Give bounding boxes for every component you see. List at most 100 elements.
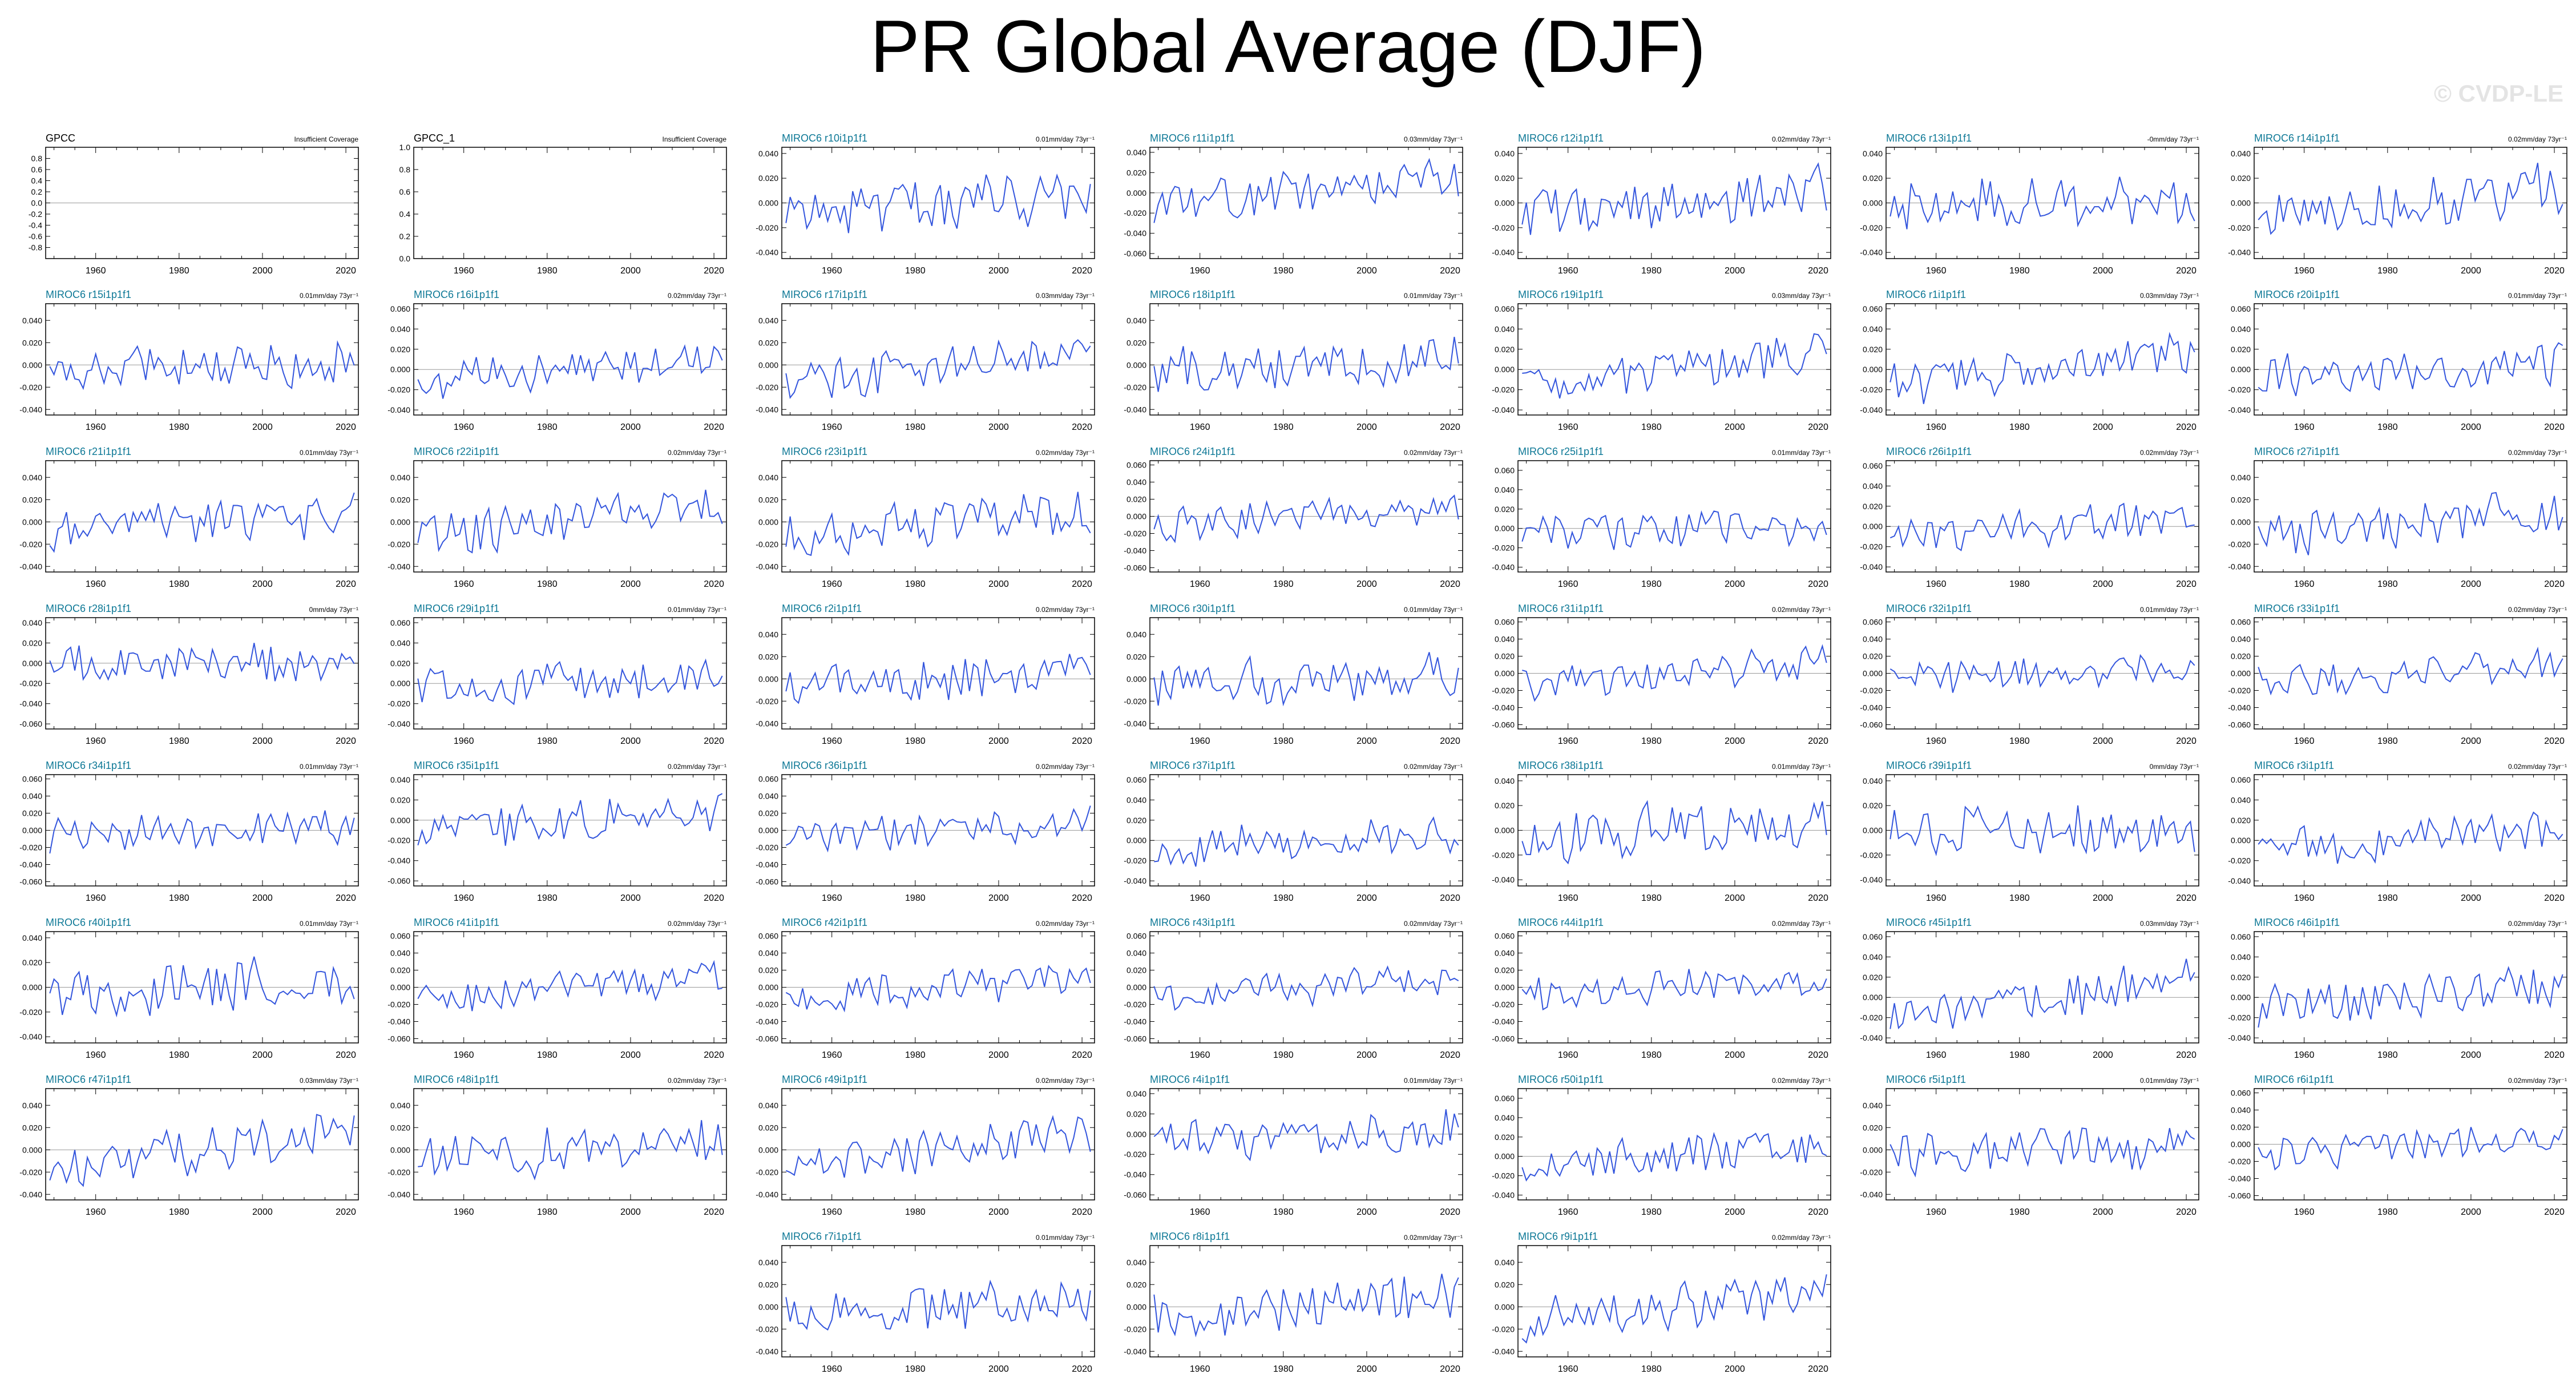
panel-trend-label: 0.03mm/day 73yr⁻¹ (2140, 920, 2199, 928)
y-tick-label: 0.020 (390, 966, 410, 975)
x-tick-label: 1980 (905, 893, 926, 903)
plot-frame (1517, 1245, 1831, 1357)
panel-title: MIROC6 r38i1p1f1 (1518, 760, 1604, 771)
x-tick-label: 2020 (1808, 579, 1828, 589)
x-tick-label: 2020 (704, 1207, 724, 1217)
series-line (49, 956, 355, 1018)
panel-trend-label: 0.03mm/day 73yr⁻¹ (1404, 135, 1463, 143)
x-tick-label: 2000 (252, 893, 273, 903)
x-tick-label: 2020 (336, 1207, 356, 1217)
y-tick-label: 0.040 (390, 775, 410, 784)
x-tick-label: 1960 (1558, 422, 1578, 432)
y-tick-label: 0.040 (1127, 1089, 1146, 1098)
y-tick-label: 0.000 (1127, 512, 1146, 521)
y-tick-label: -0.040 (1492, 703, 1515, 712)
panel-trend-label: 0.01mm/day 73yr⁻¹ (1036, 135, 1095, 143)
y-tick-label: -0.020 (1492, 223, 1515, 232)
series-line (1889, 654, 2195, 693)
y-tick-label: 0.000 (1127, 836, 1146, 845)
y-tick-label: -0.020 (387, 1000, 410, 1009)
y-tick-label: 0.040 (1127, 795, 1146, 804)
y-tick-label: 0.000 (1495, 365, 1515, 374)
y-tick-label: -0.020 (19, 843, 42, 852)
series-line (1889, 502, 2195, 551)
plot-frame (413, 1088, 727, 1200)
y-tick-label: 0.020 (2231, 816, 2251, 825)
x-tick-label: 1980 (1641, 1050, 1662, 1060)
y-tick-label: 0.040 (758, 149, 778, 158)
y-tick-label: 0.020 (1863, 502, 1883, 511)
panel-trend-label: Insufficient Coverage (294, 135, 358, 143)
x-tick-label: 1980 (537, 579, 558, 589)
panel-title: MIROC6 r20i1p1f1 (2254, 289, 2340, 300)
y-tick-label: 0.020 (1863, 801, 1883, 810)
panel-trend-label: 0.02mm/day 73yr⁻¹ (1036, 1077, 1095, 1085)
x-tick-label: 2020 (1440, 422, 1460, 432)
panel-trend-label: 0.01mm/day 73yr⁻¹ (300, 292, 358, 300)
y-tick-label: 0.000 (1127, 188, 1146, 198)
x-tick-label: 2020 (1440, 736, 1460, 746)
y-tick-label: 0.060 (1495, 466, 1515, 475)
x-tick-label: 2000 (620, 736, 641, 746)
y-tick-label: 0.8 (31, 154, 43, 163)
y-tick-label: -0.060 (1124, 1034, 1146, 1044)
y-tick-label: 0.060 (1495, 304, 1515, 313)
series-line (1153, 494, 1459, 543)
x-tick-label: 1980 (1641, 893, 1662, 903)
x-tick-label: 1960 (822, 422, 842, 432)
y-tick-label: -0.020 (756, 539, 778, 549)
y-tick-label: 0.020 (22, 638, 42, 647)
x-tick-label: 1980 (169, 422, 189, 432)
chart-panel-r40: MIROC6 r40i1p1f1 0.01mm/day 73yr⁻¹ -0.040 -… (19, 917, 359, 1060)
chart-panel-r41: MIROC6 r41i1p1f1 0.02mm/day 73yr⁻¹ -0.060 -… (387, 917, 727, 1060)
x-tick-label: 2020 (1440, 266, 1460, 276)
y-tick-label: -0.040 (2228, 562, 2251, 571)
plot-frame (781, 1245, 1095, 1357)
y-tick-label: 0.040 (22, 1101, 42, 1110)
chart-panel-r10: MIROC6 r10i1p1f1 0.01mm/day 73yr⁻¹ -0.040 -… (756, 132, 1095, 276)
y-tick-label: -0.8 (29, 243, 42, 252)
y-tick-label: 0.4 (31, 176, 43, 186)
y-tick-label: -0.040 (19, 1190, 42, 1199)
x-tick-label: 1980 (905, 266, 926, 276)
x-tick-label: 2020 (1440, 1364, 1460, 1374)
panel-title: MIROC6 r39i1p1f1 (1886, 760, 1972, 771)
y-tick-label: -0.020 (1124, 1000, 1146, 1009)
x-tick-label: 1980 (1641, 736, 1662, 746)
x-tick-label: 2020 (704, 266, 724, 276)
y-tick-label: -0.020 (387, 539, 410, 549)
panel-trend-label: 0.02mm/day 73yr⁻¹ (668, 763, 726, 771)
panel-trend-label: 0.02mm/day 73yr⁻¹ (668, 920, 726, 928)
y-tick-label: -0.020 (1124, 1150, 1146, 1159)
chart-panel-r1: MIROC6 r1i1p1f1 0.03mm/day 73yr⁻¹ -0.040 -0… (1860, 289, 2199, 432)
y-tick-label: 0.060 (2231, 304, 2251, 313)
x-tick-label: 1980 (169, 266, 189, 276)
y-tick-label: -0.020 (1124, 1324, 1146, 1333)
series-line (49, 340, 355, 390)
panel-title: MIROC6 r6i1p1f1 (2254, 1074, 2334, 1085)
y-tick-label: -0.020 (1860, 1013, 1883, 1022)
y-tick-label: 0.040 (1863, 1101, 1883, 1110)
y-tick-label: 0.020 (22, 958, 42, 967)
y-tick-label: -0.020 (19, 1008, 42, 1017)
chart-panel-r50: MIROC6 r50i1p1f1 0.02mm/day 73yr⁻¹ -0.040 -… (1492, 1074, 1831, 1217)
y-tick-label: 0.060 (2231, 932, 2251, 941)
x-tick-label: 1980 (2009, 422, 2030, 432)
x-tick-label: 2000 (2093, 422, 2113, 432)
plot-frame (1517, 1088, 1831, 1200)
x-tick-label: 2000 (1356, 579, 1377, 589)
chart-panel-r12: MIROC6 r12i1p1f1 0.02mm/day 73yr⁻¹ -0.040 -… (1492, 132, 1831, 276)
x-tick-label: 1960 (1558, 736, 1578, 746)
x-tick-label: 2020 (1072, 1364, 1092, 1374)
chart-panel-r44: MIROC6 r44i1p1f1 0.02mm/day 73yr⁻¹ -0.060 -… (1492, 917, 1831, 1060)
y-tick-label: -0.040 (1860, 703, 1883, 712)
x-tick-label: 1960 (1926, 422, 1947, 432)
chart-panel-r37: MIROC6 r37i1p1f1 0.02mm/day 73yr⁻¹ -0.040 -… (1124, 760, 1463, 903)
y-tick-label: 0.000 (2231, 1140, 2251, 1149)
x-tick-label: 2000 (1725, 736, 1745, 746)
y-tick-label: 0.020 (1127, 1109, 1146, 1118)
chart-panel-r18: MIROC6 r18i1p1f1 0.01mm/day 73yr⁻¹ -0.040 -… (1124, 289, 1463, 432)
plot-frame (45, 617, 359, 730)
y-tick-label: -0.060 (1124, 249, 1146, 258)
panel-title: MIROC6 r8i1p1f1 (1150, 1231, 1230, 1242)
